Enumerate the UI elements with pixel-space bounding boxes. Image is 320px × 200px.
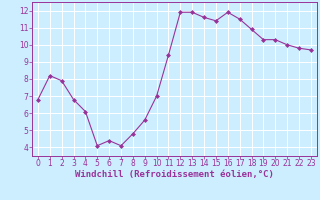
X-axis label: Windchill (Refroidissement éolien,°C): Windchill (Refroidissement éolien,°C) [75, 170, 274, 179]
